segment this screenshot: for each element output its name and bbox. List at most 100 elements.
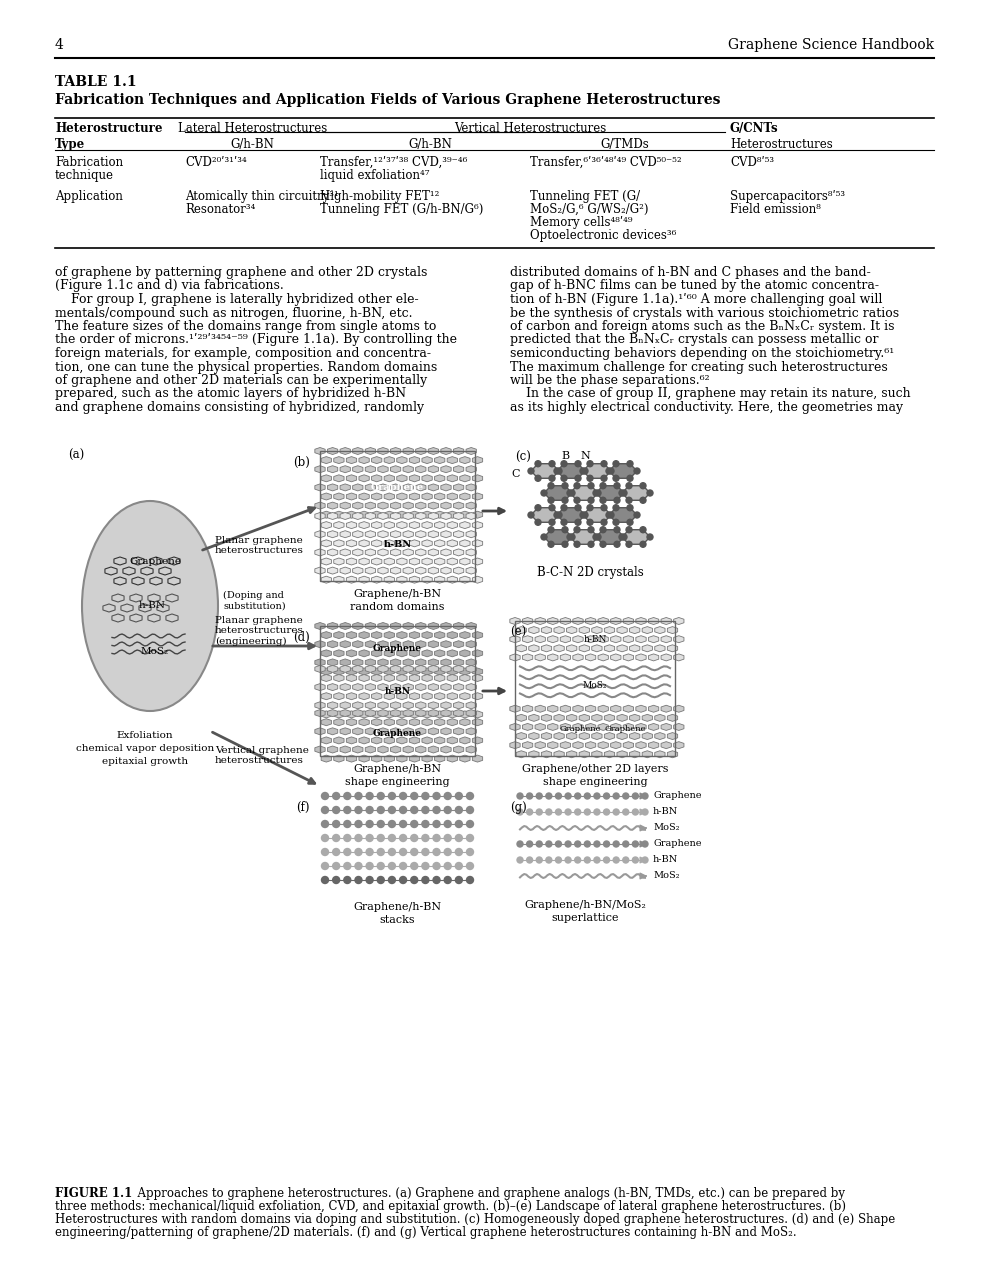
Polygon shape <box>365 709 376 717</box>
Polygon shape <box>473 522 483 529</box>
Circle shape <box>467 877 474 883</box>
Polygon shape <box>415 466 426 472</box>
Polygon shape <box>453 701 464 709</box>
Polygon shape <box>434 668 445 675</box>
Text: Graphene: Graphene <box>653 791 701 800</box>
Circle shape <box>355 806 362 814</box>
Polygon shape <box>384 692 395 700</box>
Polygon shape <box>378 549 388 556</box>
Polygon shape <box>391 448 401 454</box>
Polygon shape <box>573 617 584 625</box>
Circle shape <box>321 863 328 869</box>
Text: prepared, such as the atomic layers of hybridized h-BN: prepared, such as the atomic layers of h… <box>55 388 406 401</box>
Polygon shape <box>372 675 382 681</box>
Polygon shape <box>353 502 363 509</box>
Polygon shape <box>447 650 458 657</box>
Circle shape <box>582 512 588 518</box>
Polygon shape <box>510 705 520 712</box>
Circle shape <box>410 835 417 841</box>
Text: h-BN: h-BN <box>385 686 410 695</box>
Polygon shape <box>636 636 646 643</box>
Polygon shape <box>333 650 344 657</box>
Polygon shape <box>378 448 388 454</box>
Text: gap of h-BNC films can be tuned by the atomic concentra-: gap of h-BNC films can be tuned by the a… <box>510 279 879 293</box>
Circle shape <box>574 497 580 503</box>
Polygon shape <box>591 751 602 758</box>
Polygon shape <box>447 457 458 463</box>
Circle shape <box>575 475 581 481</box>
Circle shape <box>587 461 593 467</box>
Polygon shape <box>391 728 401 735</box>
Polygon shape <box>428 502 438 509</box>
Polygon shape <box>541 732 552 740</box>
Circle shape <box>366 806 373 814</box>
Polygon shape <box>636 705 646 712</box>
Polygon shape <box>453 728 464 735</box>
Polygon shape <box>415 709 426 717</box>
Polygon shape <box>346 511 357 518</box>
Polygon shape <box>333 576 344 584</box>
Polygon shape <box>359 755 369 762</box>
Circle shape <box>640 483 646 489</box>
Circle shape <box>355 849 362 855</box>
Polygon shape <box>415 622 426 630</box>
Circle shape <box>600 483 606 489</box>
Polygon shape <box>340 728 350 735</box>
Polygon shape <box>596 485 624 500</box>
Circle shape <box>588 527 594 532</box>
Polygon shape <box>353 531 363 538</box>
Polygon shape <box>378 567 388 575</box>
Text: Application: Application <box>55 189 123 204</box>
Circle shape <box>389 792 396 800</box>
Polygon shape <box>422 737 432 744</box>
Circle shape <box>467 835 474 841</box>
Polygon shape <box>649 705 659 712</box>
Polygon shape <box>422 558 432 564</box>
Circle shape <box>640 527 646 532</box>
Polygon shape <box>346 675 357 681</box>
Polygon shape <box>529 732 539 740</box>
Polygon shape <box>560 723 571 731</box>
Polygon shape <box>522 741 533 749</box>
Polygon shape <box>428 709 438 717</box>
Polygon shape <box>327 622 338 630</box>
Polygon shape <box>365 746 376 753</box>
Polygon shape <box>384 522 395 529</box>
Polygon shape <box>365 567 376 575</box>
Polygon shape <box>649 636 659 643</box>
Polygon shape <box>346 650 357 657</box>
Circle shape <box>556 809 562 815</box>
Polygon shape <box>333 718 344 726</box>
Polygon shape <box>321 493 331 500</box>
Text: Resonator³⁴: Resonator³⁴ <box>185 204 255 216</box>
Polygon shape <box>333 737 344 744</box>
Circle shape <box>541 534 547 540</box>
Polygon shape <box>649 654 659 660</box>
Polygon shape <box>580 732 589 740</box>
Circle shape <box>574 541 580 548</box>
Bar <box>55 431 934 1175</box>
Text: (f): (f) <box>297 801 310 814</box>
Circle shape <box>613 794 619 799</box>
Polygon shape <box>510 654 520 660</box>
Circle shape <box>627 520 633 525</box>
Polygon shape <box>384 457 395 463</box>
Text: MoS₂: MoS₂ <box>583 681 607 690</box>
Polygon shape <box>548 705 558 712</box>
Circle shape <box>546 858 552 863</box>
Circle shape <box>588 497 594 503</box>
Polygon shape <box>560 705 571 712</box>
Circle shape <box>575 858 581 863</box>
Polygon shape <box>359 576 369 584</box>
Text: of carbon and foreign atoms such as the BₙNₓCᵣ system. It is: of carbon and foreign atoms such as the … <box>510 320 894 333</box>
Polygon shape <box>391 502 401 509</box>
Polygon shape <box>460 710 470 718</box>
Circle shape <box>366 849 373 855</box>
Polygon shape <box>404 728 413 735</box>
Polygon shape <box>409 675 419 681</box>
Polygon shape <box>384 710 395 718</box>
Polygon shape <box>434 718 445 726</box>
Polygon shape <box>397 493 407 500</box>
Polygon shape <box>623 617 634 625</box>
Text: (d): (d) <box>294 631 310 644</box>
